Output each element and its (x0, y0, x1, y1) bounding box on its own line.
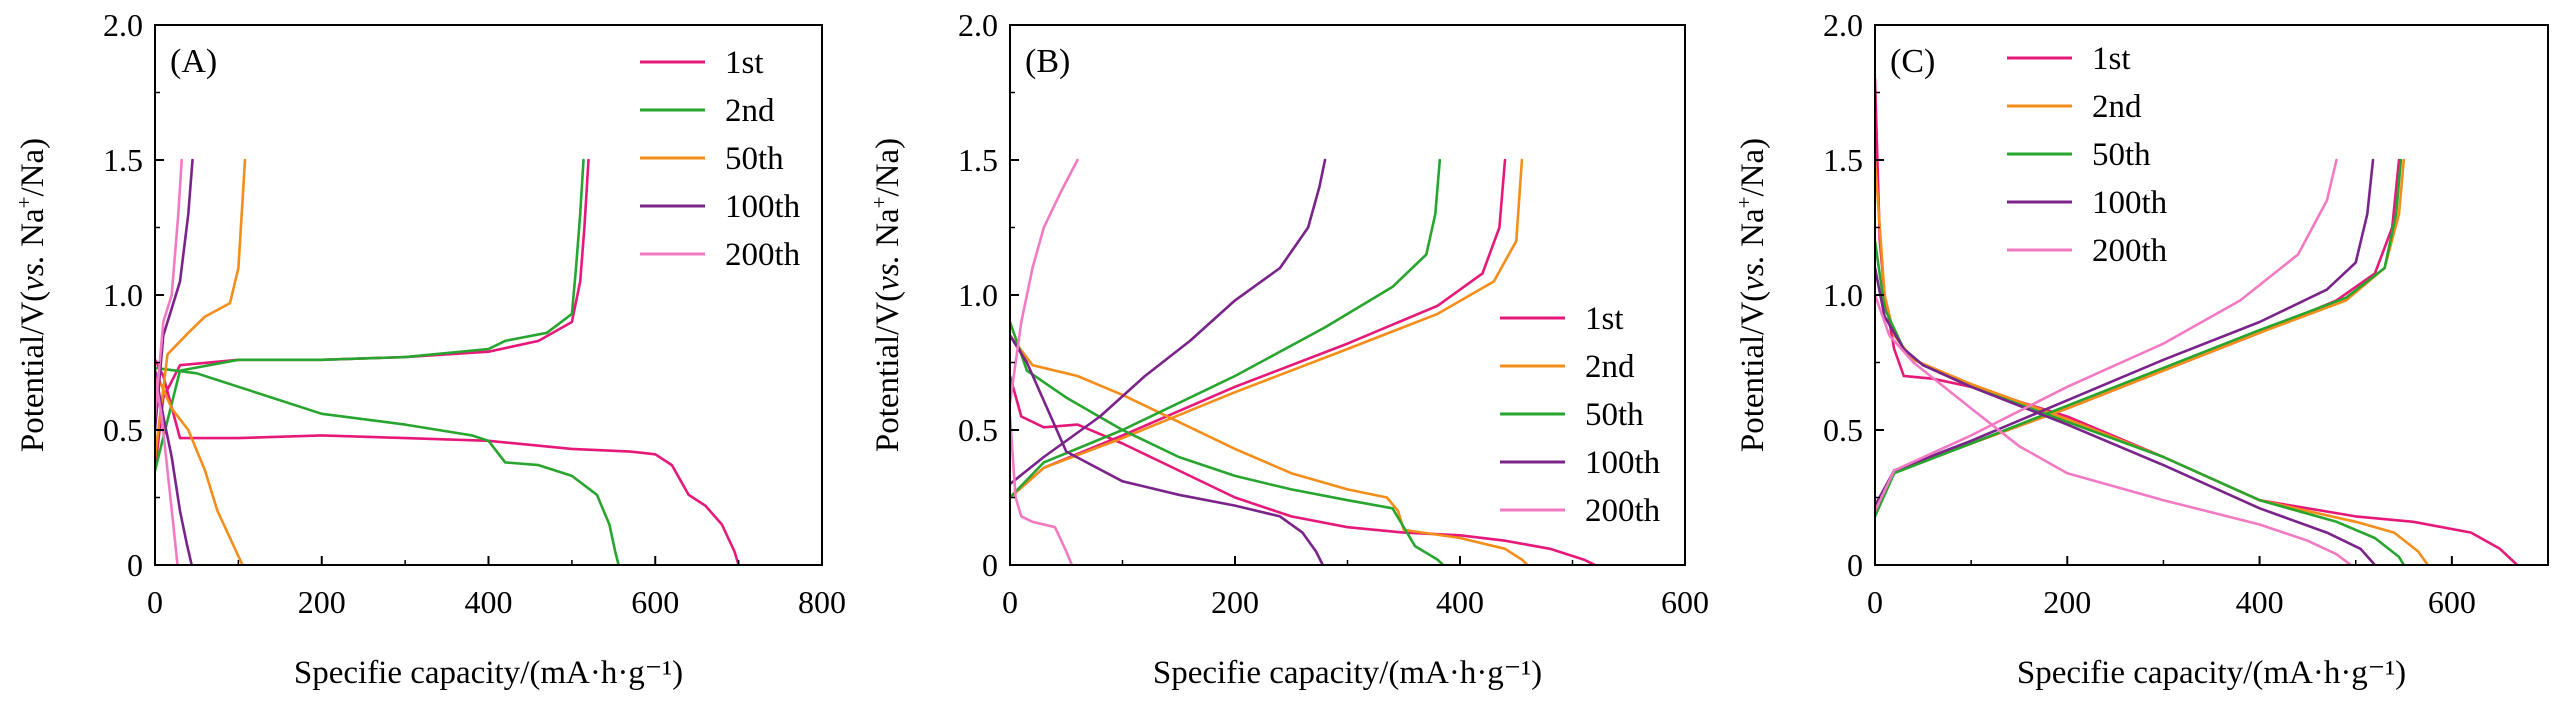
y-tick-label: 0.5 (1823, 412, 1863, 448)
series-line-50th-charge (1010, 158, 1442, 499)
legend: 1st 2nd 50th 100th 200th (1500, 301, 1661, 529)
x-axis-label: Specifie capacity/(mA·h·g⁻¹) (1153, 655, 1542, 691)
legend: 1st 2nd 50th 100th 200th (2007, 41, 2168, 269)
legend-label: 50th (1585, 397, 1644, 433)
panel-label: (C) (1890, 43, 1935, 80)
y-tick-label: 0.5 (103, 412, 143, 448)
y-axis-label: Potential/V(vs. Na+/Na) (12, 138, 51, 452)
panel-label: (B) (1025, 43, 1070, 80)
chart-panel-2: 0 200 400 600 0 0.5 1.0 1.5 2.0 Specifie capacity… (1732, 7, 2549, 691)
y-tick-label: 2.0 (103, 7, 143, 43)
chart-panel-1: 0 200 400 600 0 0.5 1.0 1.5 2.0 Specifie capacity… (867, 7, 1709, 691)
y-tick-label: 0 (982, 547, 998, 583)
x-tick-label: 200 (2043, 584, 2091, 620)
plot-frame (154, 24, 823, 566)
series-line-50th-charge (1875, 158, 2403, 518)
y-tick-label: 0.5 (958, 412, 998, 448)
y-tick-label: 0 (1847, 547, 1863, 583)
legend-label: 200th (2092, 233, 2168, 269)
y-tick-label: 2.0 (1823, 7, 1863, 43)
x-tick-label: 600 (2428, 584, 2476, 620)
x-tick-label: 400 (2236, 584, 2284, 620)
y-axis-label: Potential/V(vs. Na+/Na) (867, 138, 906, 452)
series-line-100th-discharge (1010, 334, 1325, 565)
x-tick-label: 800 (798, 584, 846, 620)
legend-label: 200th (725, 237, 801, 273)
y-axis-label: Potential/V(vs. Na+/Na) (1732, 138, 1771, 452)
legend-label: 200th (1585, 493, 1661, 529)
legend-label: 2nd (725, 93, 775, 129)
series-line-200th-discharge (1010, 415, 1074, 565)
legend-label: 2nd (2092, 89, 2142, 125)
series-group (1010, 158, 1597, 565)
series-line-200th-charge (1010, 158, 1079, 405)
series-line-2nd-discharge (155, 366, 620, 565)
legend-label: 2nd (1585, 349, 1635, 385)
series-line-1st-discharge (1010, 374, 1597, 565)
legend-label: 100th (725, 189, 801, 225)
series-line-1st-charge (155, 158, 590, 472)
x-axis-label: Specifie capacity/(mA·h·g⁻¹) (2017, 655, 2406, 691)
y-tick-label: 2.0 (958, 7, 998, 43)
series-line-50th-charge (155, 158, 247, 459)
x-tick-label: 600 (631, 584, 679, 620)
series-line-2nd-discharge (1010, 334, 1529, 565)
x-tick-label: 200 (1211, 584, 1259, 620)
chart-panel-0: 0 200 400 600 800 0 0.5 1.0 1.5 2.0 Specifie capac… (12, 7, 846, 691)
x-tick-label: 0 (147, 584, 163, 620)
series-line-50th-discharge (155, 369, 244, 565)
series-line-200th-discharge (1875, 293, 2353, 565)
x-tick-label: 400 (465, 584, 513, 620)
plot-frame (1009, 24, 1686, 566)
y-tick-label: 1.5 (958, 142, 998, 178)
legend-label: 1st (2092, 41, 2131, 77)
panel-label: (A) (170, 43, 217, 80)
x-tick-label: 600 (1661, 584, 1709, 620)
y-tick-label: 0 (127, 547, 143, 583)
series-line-100th-discharge (155, 369, 193, 565)
x-tick-label: 0 (1867, 584, 1883, 620)
series-line-2nd-charge (1010, 158, 1524, 499)
legend-label: 1st (1585, 301, 1624, 337)
series-line-100th-discharge (1875, 266, 2377, 565)
y-tick-label: 1.0 (1823, 277, 1863, 313)
series-line-200th-charge (1875, 158, 2338, 513)
series-group (155, 158, 740, 565)
series-line-200th-charge (155, 158, 183, 418)
legend-label: 100th (2092, 185, 2168, 221)
series-line-1st-discharge (155, 358, 740, 565)
plot-frame (1874, 24, 2549, 566)
y-tick-label: 1.0 (103, 277, 143, 313)
legend-label: 50th (725, 141, 784, 177)
y-tick-label: 1.0 (958, 277, 998, 313)
legend: 1st 2nd 50th 100th 200th (640, 45, 801, 273)
legend-label: 100th (1585, 445, 1661, 481)
series-line-100th-charge (1875, 158, 2375, 507)
series-line-200th-discharge (155, 374, 179, 565)
series-line-2nd-charge (155, 158, 585, 472)
y-tick-label: 1.5 (1823, 142, 1863, 178)
legend-label: 50th (2092, 137, 2151, 173)
series-line-100th-charge (1010, 158, 1327, 486)
series-line-50th-discharge (1010, 320, 1445, 565)
legend-label: 1st (725, 45, 764, 81)
series-group (1875, 77, 2519, 565)
x-tick-label: 400 (1436, 584, 1484, 620)
series-line-1st-discharge (1875, 77, 2519, 565)
x-axis-label: Specifie capacity/(mA·h·g⁻¹) (294, 655, 683, 691)
x-tick-label: 0 (1002, 584, 1018, 620)
y-tick-label: 1.5 (103, 142, 143, 178)
x-tick-label: 200 (298, 584, 346, 620)
